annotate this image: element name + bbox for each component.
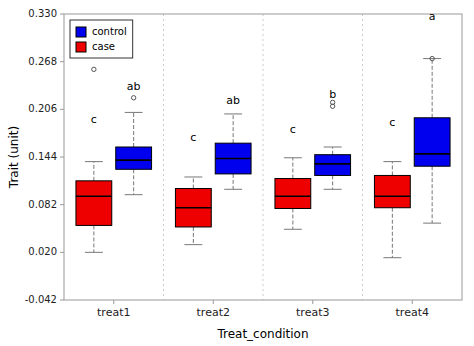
annotation: c (190, 131, 196, 144)
y-tick (60, 204, 64, 205)
x-tick (213, 300, 214, 304)
cap-low (383, 257, 401, 258)
median (414, 153, 450, 155)
legend-swatch (76, 27, 86, 37)
box (116, 147, 152, 169)
cap-high (423, 58, 441, 59)
box (175, 189, 211, 227)
y-tick (60, 109, 64, 110)
category-divider (163, 14, 164, 300)
legend-label: case (92, 41, 115, 52)
y-tick (60, 14, 64, 15)
legend: control case (70, 20, 133, 58)
cap-high (184, 176, 202, 177)
box (275, 179, 311, 209)
y-tick (60, 61, 64, 62)
whisker-high (133, 112, 134, 147)
chart: -0.042 0.020 0.082 0.144 0.206 0.268 0.330 trea… (0, 0, 474, 346)
cap-low (423, 223, 441, 224)
flier (330, 104, 334, 108)
cap-low (224, 189, 242, 190)
x-tick-label: treat4 (396, 306, 429, 319)
median (76, 195, 112, 197)
annotation: c (389, 116, 395, 129)
cap-low (85, 252, 103, 253)
whisker-high (392, 162, 393, 176)
x-tick-label: treat3 (296, 306, 329, 319)
whisker-low (432, 166, 433, 223)
y-tick-label: 0.144 (28, 151, 57, 162)
whisker-low (332, 175, 333, 189)
annotation: c (91, 113, 97, 126)
y-tick-label: 0.330 (28, 8, 57, 19)
y-tick-label: 0.268 (28, 56, 57, 67)
box (76, 181, 112, 226)
y-tick-label: 0.206 (28, 103, 57, 114)
box (215, 143, 251, 174)
y-tick (60, 252, 64, 253)
cap-high (383, 161, 401, 162)
legend-label: control (92, 26, 127, 37)
x-tick (412, 300, 413, 304)
whisker-low (193, 227, 194, 245)
box (414, 118, 450, 166)
legend-swatch (76, 42, 86, 52)
annotation: ab (127, 80, 141, 93)
cap-low (324, 189, 342, 190)
cap-high (324, 147, 342, 148)
whisker-high (193, 177, 194, 189)
y-tick (60, 157, 64, 158)
flier (131, 96, 135, 100)
whisker-high (332, 147, 333, 155)
median (175, 207, 211, 209)
cap-high (284, 157, 302, 158)
y-tick-label: 0.020 (28, 246, 57, 257)
whisker-low (233, 174, 234, 189)
whisker-high (432, 59, 433, 118)
category-divider (362, 14, 363, 300)
y-tick (60, 300, 64, 301)
whisker-high (233, 114, 234, 143)
cap-low (125, 194, 143, 195)
x-tick (312, 300, 313, 304)
cap-low (284, 229, 302, 230)
box (315, 155, 351, 176)
median (315, 163, 351, 165)
cap-low (184, 244, 202, 245)
box (374, 175, 410, 207)
x-tick-label: treat1 (97, 306, 130, 319)
flier (92, 67, 96, 71)
whisker-low (292, 209, 293, 230)
legend-frame (70, 20, 133, 58)
flier (430, 56, 434, 60)
x-tick-label: treat2 (197, 306, 230, 319)
cap-high (224, 113, 242, 114)
whisker-low (133, 169, 134, 194)
x-axis-label: Treat_condition (216, 327, 308, 341)
whisker-high (292, 158, 293, 179)
annotation: c (290, 123, 296, 136)
whisker-low (93, 225, 94, 252)
annotation: a (429, 10, 436, 23)
whisker-high (93, 162, 94, 181)
y-tick-label: 0.082 (28, 199, 57, 210)
category-divider (263, 14, 264, 300)
cap-high (125, 112, 143, 113)
annotation: ab (226, 94, 240, 107)
annotation: b (329, 88, 336, 101)
x-tick (113, 300, 114, 304)
whisker-low (392, 208, 393, 258)
median (275, 195, 311, 197)
y-tick-label: -0.042 (25, 294, 57, 305)
median (374, 195, 410, 197)
marks (76, 56, 450, 257)
median (215, 158, 251, 160)
cap-high (85, 161, 103, 162)
plot-frame (64, 14, 462, 300)
median (116, 159, 152, 161)
y-axis-label: Trait (unit) (7, 126, 21, 189)
plot-area (64, 14, 462, 300)
